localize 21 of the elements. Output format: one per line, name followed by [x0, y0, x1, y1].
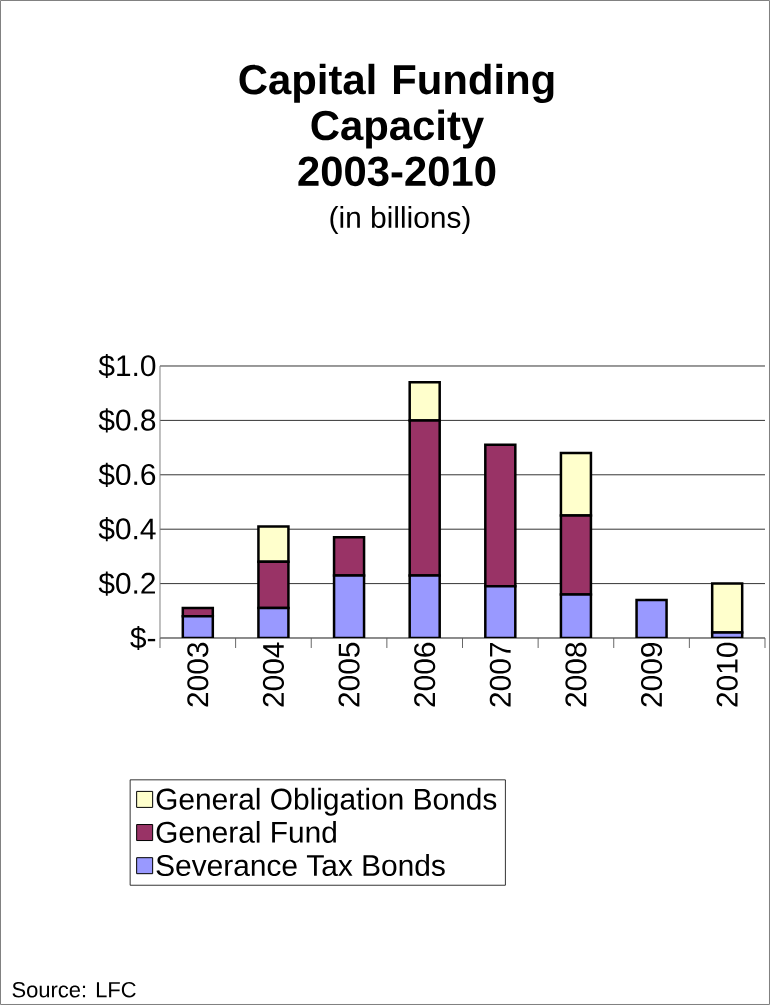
x-tick-label: 2003	[187, 642, 209, 707]
x-tick-label: 2006	[414, 642, 436, 707]
x-tick-label: 2009	[640, 642, 663, 707]
legend-label: General Obligation Bonds	[156, 787, 497, 816]
y-tick-label: $-	[130, 625, 156, 651]
y-tick-label: $0.2	[98, 571, 155, 596]
source-note: Source: LFC	[12, 981, 136, 998]
x-tick-label: 2010	[716, 642, 738, 707]
legend-label: General Fund	[156, 820, 336, 843]
chart-subtitle: (in billions)	[330, 206, 470, 234]
x-tick-label: 2004	[262, 642, 285, 707]
y-tick-label: $0.6	[98, 462, 156, 487]
y-tick-label: $0.4	[98, 517, 156, 542]
chart-title: Capital Funding Capacity 2003-2010	[239, 63, 554, 187]
legend-label: Severance Tax Bonds	[156, 854, 445, 877]
x-tick-label: 2007	[489, 643, 511, 707]
y-tick-label: $0.8	[98, 408, 156, 433]
x-tick-label: 2008	[565, 642, 587, 707]
y-tick-label: $1.0	[98, 353, 156, 379]
bar	[332, 574, 366, 638]
x-tick-label: 2005	[338, 642, 360, 707]
